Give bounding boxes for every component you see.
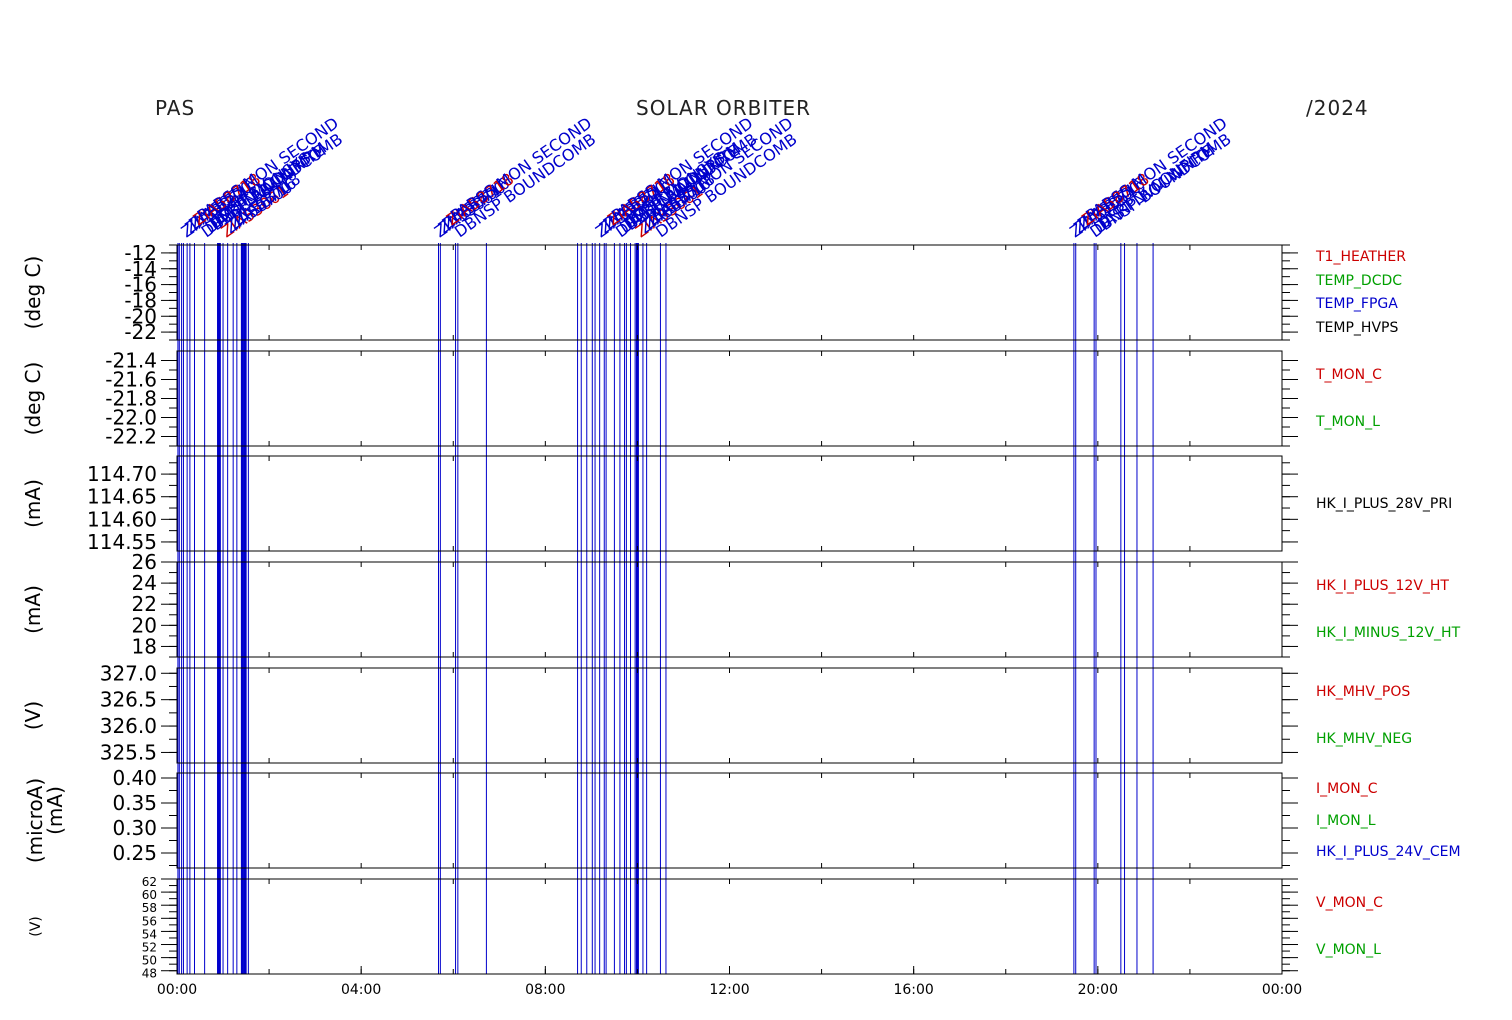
y-tick-label: 326.5 <box>100 688 157 712</box>
y-tick-label: 114.70 <box>87 462 157 486</box>
y-axis-label: (V) <box>28 916 44 937</box>
y-tick-label: 0.35 <box>112 791 157 815</box>
y-tick-label: 48 <box>142 967 157 981</box>
y-tick-label: -21.6 <box>105 368 157 392</box>
y-tick-label: -20 <box>124 304 157 328</box>
event-label: PARSS MON SECOND <box>447 113 595 225</box>
y-tick-label: 50 <box>142 954 157 968</box>
header-center: SOLAR ORBITER <box>636 96 811 120</box>
x-tick-label: 00:00 <box>157 982 197 998</box>
y-axis-label: (microA) <box>23 778 47 863</box>
legend-entry: HK_I_PLUS_28V_PRI <box>1316 496 1452 512</box>
x-tick-label: 20:00 <box>1078 982 1118 998</box>
legend-entry: HK_I_PLUS_12V_HT <box>1316 578 1449 594</box>
y-tick-label: 60 <box>142 888 157 902</box>
legend-entry: TEMP_DCDC <box>1315 273 1402 289</box>
y-tick-label: -22.0 <box>105 406 157 430</box>
y-tick-label: -18 <box>124 288 157 312</box>
y-tick-label: -21.4 <box>105 349 157 373</box>
legend-entry: T_MON_L <box>1315 414 1380 430</box>
y-tick-label: 0.40 <box>112 766 157 790</box>
y-tick-label: 62 <box>142 875 157 889</box>
y-tick-label: 56 <box>142 914 157 928</box>
legend-entry: HK_MHV_NEG <box>1316 731 1412 747</box>
event-label: DBNSP BOUNDCOMB <box>451 129 600 241</box>
y-tick-label: 52 <box>142 941 157 955</box>
legend-entry: HK_I_MINUS_12V_HT <box>1316 625 1461 641</box>
y-tick-label: 58 <box>142 901 157 915</box>
y-tick-label: 18 <box>132 634 157 658</box>
x-tick-label: 12:00 <box>709 982 749 998</box>
y-tick-label: 114.65 <box>87 485 157 509</box>
y-tick-label: 326.0 <box>100 714 157 738</box>
panel-frame <box>176 244 1283 341</box>
event-label: PARSS MON SECOND <box>1082 113 1230 225</box>
header-right: /2024 <box>1306 96 1369 120</box>
y-tick-label: 327.0 <box>100 661 157 685</box>
y-tick-label: 325.5 <box>100 740 157 764</box>
event-label: DFRPLY CONFIRM <box>1094 138 1218 233</box>
y-tick-label: 114.60 <box>87 507 157 531</box>
x-tick-label: 04:00 <box>341 982 381 998</box>
y-axis-label: (mA) <box>21 585 45 634</box>
panel-frame <box>176 561 1283 658</box>
y-axis-label: (deg C) <box>21 256 45 330</box>
y-tick-label: 0.25 <box>112 841 157 865</box>
legend-entry: TEMP_HVPS <box>1315 320 1398 336</box>
y-tick-label: 0.30 <box>112 816 157 840</box>
y-tick-label: -12 <box>124 241 157 265</box>
y-tick-label: -21.8 <box>105 387 157 411</box>
panel-frame <box>176 455 1283 552</box>
panel-frame <box>176 878 1283 975</box>
legend-entry: T1_HEATHER <box>1315 249 1406 265</box>
panel-frame <box>176 667 1283 764</box>
y-axis-label: (deg C) <box>21 362 45 436</box>
legend-entry: HK_MHV_POS <box>1316 684 1410 700</box>
legend-entry: V_MON_C <box>1316 895 1383 911</box>
y-tick-label: -22.2 <box>105 425 157 449</box>
legend-entry: T_MON_C <box>1315 367 1382 383</box>
x-tick-label: 16:00 <box>893 982 933 998</box>
panel-frame <box>176 772 1283 869</box>
legend-entry: I_MON_C <box>1316 781 1378 797</box>
y-tick-label: -14 <box>124 257 157 281</box>
y-tick-label: 24 <box>132 571 157 595</box>
y-tick-label: -22 <box>124 320 157 344</box>
legend-entry: HK_I_PLUS_24V_CEM <box>1316 844 1461 860</box>
y-tick-label: 20 <box>132 613 157 637</box>
legend-entry: I_MON_L <box>1316 813 1376 829</box>
y-tick-label: 114.55 <box>87 530 157 554</box>
header-left: PAS <box>155 96 196 120</box>
y-tick-label: 22 <box>132 592 157 616</box>
legend-entry: TEMP_FPGA <box>1315 296 1398 312</box>
x-tick-label: 00:00 <box>1262 982 1302 998</box>
panel-frame <box>176 350 1283 447</box>
y-axis-label: (V) <box>21 701 45 730</box>
y-axis-label: (mA) <box>21 479 45 528</box>
y-tick-label: 26 <box>132 550 157 574</box>
y-tick-label: 54 <box>142 927 157 941</box>
y-axis-label-secondary: (mA) <box>43 786 67 835</box>
y-tick-label: -16 <box>124 273 157 297</box>
x-tick-label: 08:00 <box>525 982 565 998</box>
legend-entry: V_MON_L <box>1316 942 1381 958</box>
